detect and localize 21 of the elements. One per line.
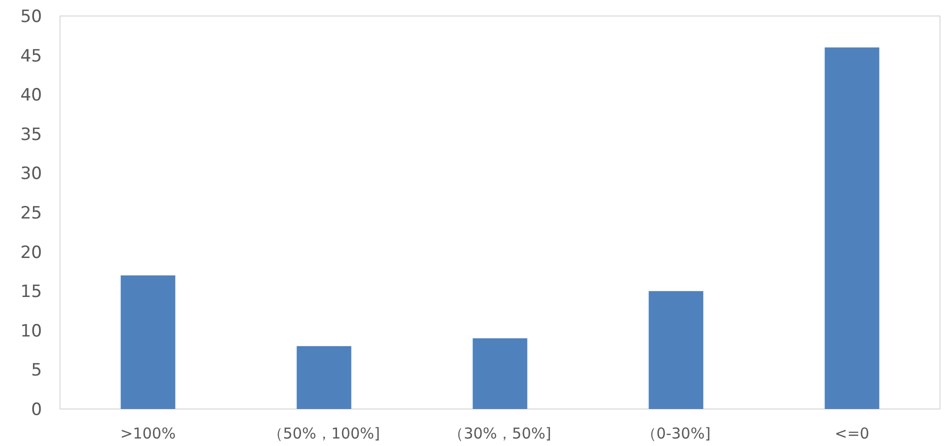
y-tick-label: 25 bbox=[20, 203, 42, 224]
bar bbox=[296, 346, 352, 409]
y-tick-label: 15 bbox=[20, 282, 42, 302]
bar bbox=[472, 338, 528, 409]
bar bbox=[824, 47, 880, 409]
x-tick-label: （0-30%] bbox=[641, 424, 711, 442]
bar bbox=[648, 291, 704, 409]
x-tick-label: <=0 bbox=[834, 424, 870, 442]
y-tick-label: 20 bbox=[20, 242, 42, 263]
x-tick-label: （30%，50%] bbox=[448, 424, 552, 442]
x-tick-label: （50%，100%] bbox=[268, 424, 380, 442]
y-tick-label: 0 bbox=[31, 400, 42, 420]
y-tick-label: 50 bbox=[20, 6, 42, 27]
y-tick-label: 10 bbox=[20, 321, 42, 342]
y-tick-label: 40 bbox=[20, 86, 42, 106]
y-tick-label: 35 bbox=[20, 124, 42, 145]
bar bbox=[120, 275, 176, 409]
y-tick-label: 30 bbox=[20, 164, 42, 184]
y-tick-label: 5 bbox=[31, 360, 42, 381]
x-tick-label: >100% bbox=[120, 424, 176, 442]
y-tick-label: 45 bbox=[20, 46, 42, 66]
